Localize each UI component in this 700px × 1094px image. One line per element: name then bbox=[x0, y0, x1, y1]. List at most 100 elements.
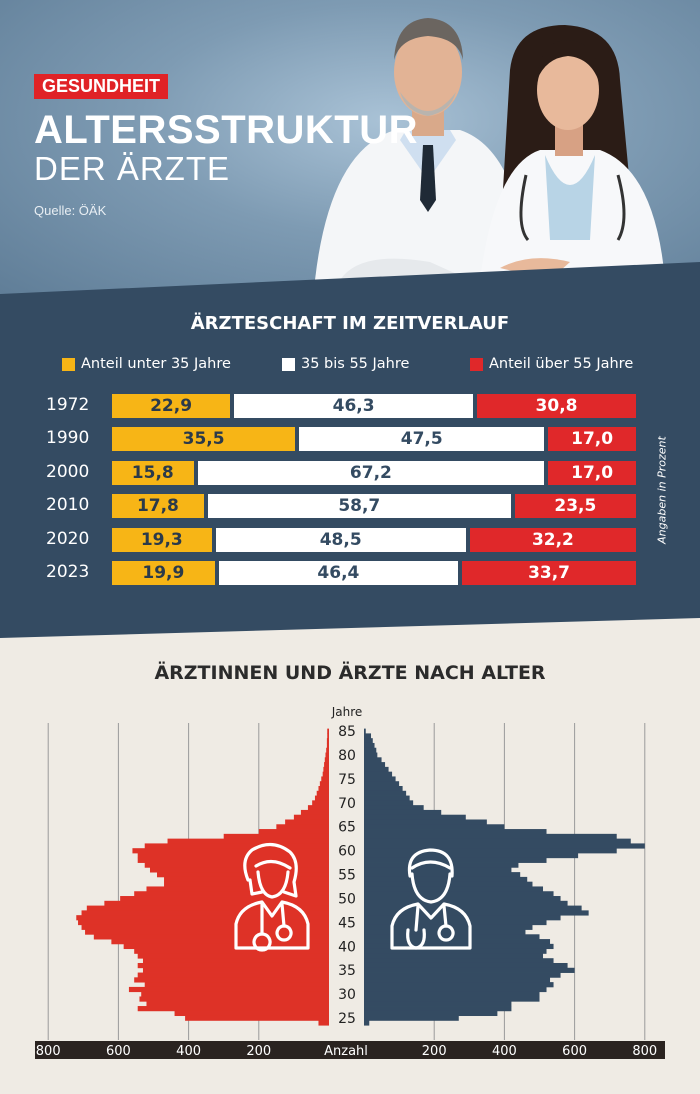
pyramid-bar-male bbox=[364, 986, 547, 993]
pyramid-bar-male bbox=[364, 982, 554, 988]
pyramid-bar-male bbox=[364, 843, 645, 849]
pyramid-bar-female bbox=[137, 857, 329, 863]
age-tick-label: 75 bbox=[338, 772, 356, 788]
bar-segment: 15,8 bbox=[112, 460, 194, 485]
pyramid-bar-male bbox=[364, 943, 554, 950]
pyramid-bar-female bbox=[146, 1001, 329, 1007]
bar-segment: 46,3 bbox=[234, 394, 474, 418]
legend-swatch-yellow bbox=[62, 357, 75, 371]
bar-segment: 46,4 bbox=[218, 561, 459, 585]
pyramid-bar-female bbox=[144, 982, 329, 988]
pyramid-bar-female bbox=[104, 900, 329, 906]
bar-segment: 33,7 bbox=[462, 561, 636, 585]
pyramid-bar-female bbox=[325, 752, 329, 758]
age-tick-label: 35 bbox=[338, 963, 356, 979]
pyramid-bar-female bbox=[128, 986, 329, 993]
pyramid-bar-male bbox=[364, 962, 568, 969]
pyramid-bar-male bbox=[364, 939, 551, 945]
pyramid-bar-female bbox=[326, 738, 329, 744]
x-axis-band bbox=[35, 1041, 665, 1059]
pyramid-bar-male bbox=[364, 910, 589, 916]
pyramid-bar-male bbox=[364, 766, 389, 773]
year-label: 1990 bbox=[46, 428, 90, 449]
pyramid-bar-female bbox=[76, 915, 329, 921]
pyramid-bar-female bbox=[144, 843, 329, 849]
pyramid-bar-female bbox=[142, 958, 329, 964]
pyramid-bar-male bbox=[364, 862, 519, 868]
pyramid-bar-female bbox=[78, 919, 329, 926]
pyramid-bar-female bbox=[120, 896, 329, 902]
pyramid-bar-male bbox=[364, 905, 582, 911]
pyramid-bar-female bbox=[141, 991, 329, 997]
pyramid-bar-male bbox=[364, 1015, 459, 1021]
pyramid-bar-female bbox=[132, 848, 329, 854]
pyramid-bar-male bbox=[364, 809, 442, 816]
age-tick-label: 55 bbox=[338, 868, 356, 884]
female-doctor-icon bbox=[234, 842, 310, 952]
pyramid-bar-male bbox=[364, 833, 617, 840]
pyramid-bar-female bbox=[316, 790, 329, 796]
bar-segment: 35,5 bbox=[112, 427, 296, 452]
pyramid-bar-female bbox=[223, 833, 329, 840]
bar-segment: 30,8 bbox=[477, 394, 636, 418]
pyramid-bar-female bbox=[123, 943, 329, 950]
pyramid-bar-female bbox=[300, 809, 329, 816]
pyramid-bar-female bbox=[323, 766, 329, 773]
legend-item-under35: Anteil unter 35 Jahre bbox=[62, 354, 231, 374]
legend-swatch-white bbox=[282, 357, 295, 371]
pyramid-bar-male bbox=[364, 924, 533, 930]
pyramid-bar-female bbox=[321, 776, 329, 782]
bar-segment: 48,5 bbox=[215, 527, 466, 552]
pyramid-bar-male bbox=[364, 805, 424, 811]
pyramid-bar-male bbox=[364, 829, 547, 835]
pyramid-bar-female bbox=[142, 967, 329, 973]
pyramid-bar-male bbox=[364, 852, 579, 859]
male-doctor-icon bbox=[390, 848, 472, 950]
pyramid-bar-male bbox=[364, 747, 377, 753]
age-tick-label: 40 bbox=[338, 939, 356, 955]
bar-segment: 17,8 bbox=[112, 494, 204, 519]
pyramid-bar-male bbox=[364, 728, 366, 734]
age-tick-label: 70 bbox=[338, 796, 356, 812]
pyramid-bar-male bbox=[364, 771, 393, 777]
age-tick-label: 60 bbox=[338, 844, 356, 860]
stacked-chart-title: ÄRZTESCHAFT IM ZEITVERLAUF bbox=[190, 313, 510, 334]
pyramid-bar-female bbox=[326, 742, 329, 749]
pyramid-bar-male bbox=[364, 881, 533, 887]
pyramid-bar-female bbox=[258, 829, 329, 835]
legend-swatch-red bbox=[470, 357, 483, 371]
bar-segment: 22,9 bbox=[112, 394, 231, 418]
bar-segment: 32,2 bbox=[469, 527, 636, 552]
pyramid-bar-male bbox=[364, 972, 561, 978]
pyramid-bar-female bbox=[137, 953, 329, 959]
age-tick-label: 45 bbox=[338, 915, 356, 931]
pyramid-bar-female bbox=[137, 972, 329, 978]
pyramid-bar-male bbox=[364, 872, 521, 878]
age-tick-label: 80 bbox=[338, 748, 356, 764]
pyramid-bar-female bbox=[137, 1006, 329, 1012]
pyramid-bar-male bbox=[364, 991, 540, 997]
bar-segment: 67,2 bbox=[197, 460, 545, 485]
pyramid-bar-female bbox=[157, 872, 329, 878]
pyramid-bar-male bbox=[364, 896, 561, 902]
pyramid-bar-female bbox=[327, 733, 329, 739]
pyramid-bar-female bbox=[318, 786, 329, 792]
pyramid-bar-female bbox=[167, 838, 329, 844]
age-tick-label: 30 bbox=[338, 987, 356, 1003]
pyramid-bar-male bbox=[364, 814, 466, 820]
pyramid-bar-male bbox=[364, 953, 544, 959]
year-label: 2020 bbox=[46, 528, 90, 549]
header-banner: GESUNDHEIT ALTERSSTRUKTUR DER ÄRZTE Quel… bbox=[0, 0, 700, 300]
legend-label: Anteil unter 35 Jahre bbox=[81, 356, 231, 372]
pyramid-bar-female bbox=[174, 1010, 329, 1017]
pyramid-bar-female bbox=[81, 910, 329, 916]
bar-segment: 19,9 bbox=[112, 561, 215, 585]
pyramid-bar-male bbox=[364, 776, 396, 782]
source-note: Quelle: ÖÄK bbox=[34, 203, 107, 218]
pyramid-bar-female bbox=[322, 771, 329, 777]
pyramid-bar-female bbox=[276, 824, 329, 830]
pyramid-bar-male bbox=[364, 790, 407, 796]
pyramid-bar-male bbox=[364, 867, 512, 873]
age-tick-label: 25 bbox=[338, 1011, 356, 1027]
pyramid-bar-male bbox=[364, 738, 373, 744]
